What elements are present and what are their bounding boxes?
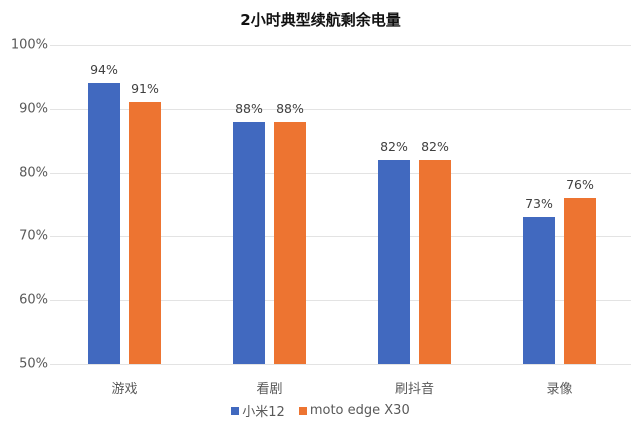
y-tick-label: 100%	[10, 37, 48, 53]
gridline	[50, 300, 631, 302]
bar[interactable]	[274, 121, 306, 364]
y-tick-label: 50%	[19, 356, 48, 372]
legend-item-series-0[interactable]: 小米12	[231, 401, 285, 420]
data-label: 73%	[525, 196, 553, 212]
y-tick-label: 70%	[19, 228, 48, 244]
gridline	[50, 172, 631, 174]
bar[interactable]	[419, 159, 451, 364]
data-label: 91%	[131, 81, 159, 97]
plot-area: 94% 91% 88% 88% 82% 82% 73% 76%	[50, 45, 641, 365]
gridline	[50, 364, 631, 365]
data-label: 88%	[276, 100, 304, 116]
legend: 小米12 moto edge X30	[0, 401, 641, 420]
data-label: 88%	[235, 100, 263, 116]
legend-swatch-icon	[231, 406, 240, 415]
bar[interactable]	[564, 198, 596, 364]
legend-label: 小米12	[242, 405, 285, 420]
y-tick-label: 90%	[19, 101, 48, 117]
bar[interactable]	[129, 102, 161, 364]
x-tick-label: 游戏	[111, 382, 138, 397]
bar[interactable]	[378, 159, 410, 364]
legend-swatch-icon	[298, 406, 307, 415]
data-label: 94%	[90, 62, 118, 78]
data-label: 82%	[380, 138, 408, 154]
legend-label: moto edge X30	[309, 403, 410, 418]
x-tick-label: 看剧	[256, 382, 283, 397]
gridline	[50, 108, 631, 110]
y-tick-label: 60%	[19, 292, 48, 308]
y-tick-label: 80%	[19, 165, 48, 181]
x-tick-label: 刷抖音	[394, 382, 434, 397]
bar[interactable]	[88, 83, 120, 364]
bar[interactable]	[233, 121, 265, 364]
chart-title: 2小时典型续航剩余电量	[240, 11, 401, 29]
gridline	[50, 45, 631, 46]
legend-item-series-1[interactable]: moto edge X30	[298, 401, 410, 420]
bar[interactable]	[523, 217, 555, 364]
x-tick-label: 录像	[546, 382, 573, 397]
gridline	[50, 236, 631, 238]
data-label: 82%	[421, 138, 449, 154]
data-label: 76%	[566, 177, 594, 193]
